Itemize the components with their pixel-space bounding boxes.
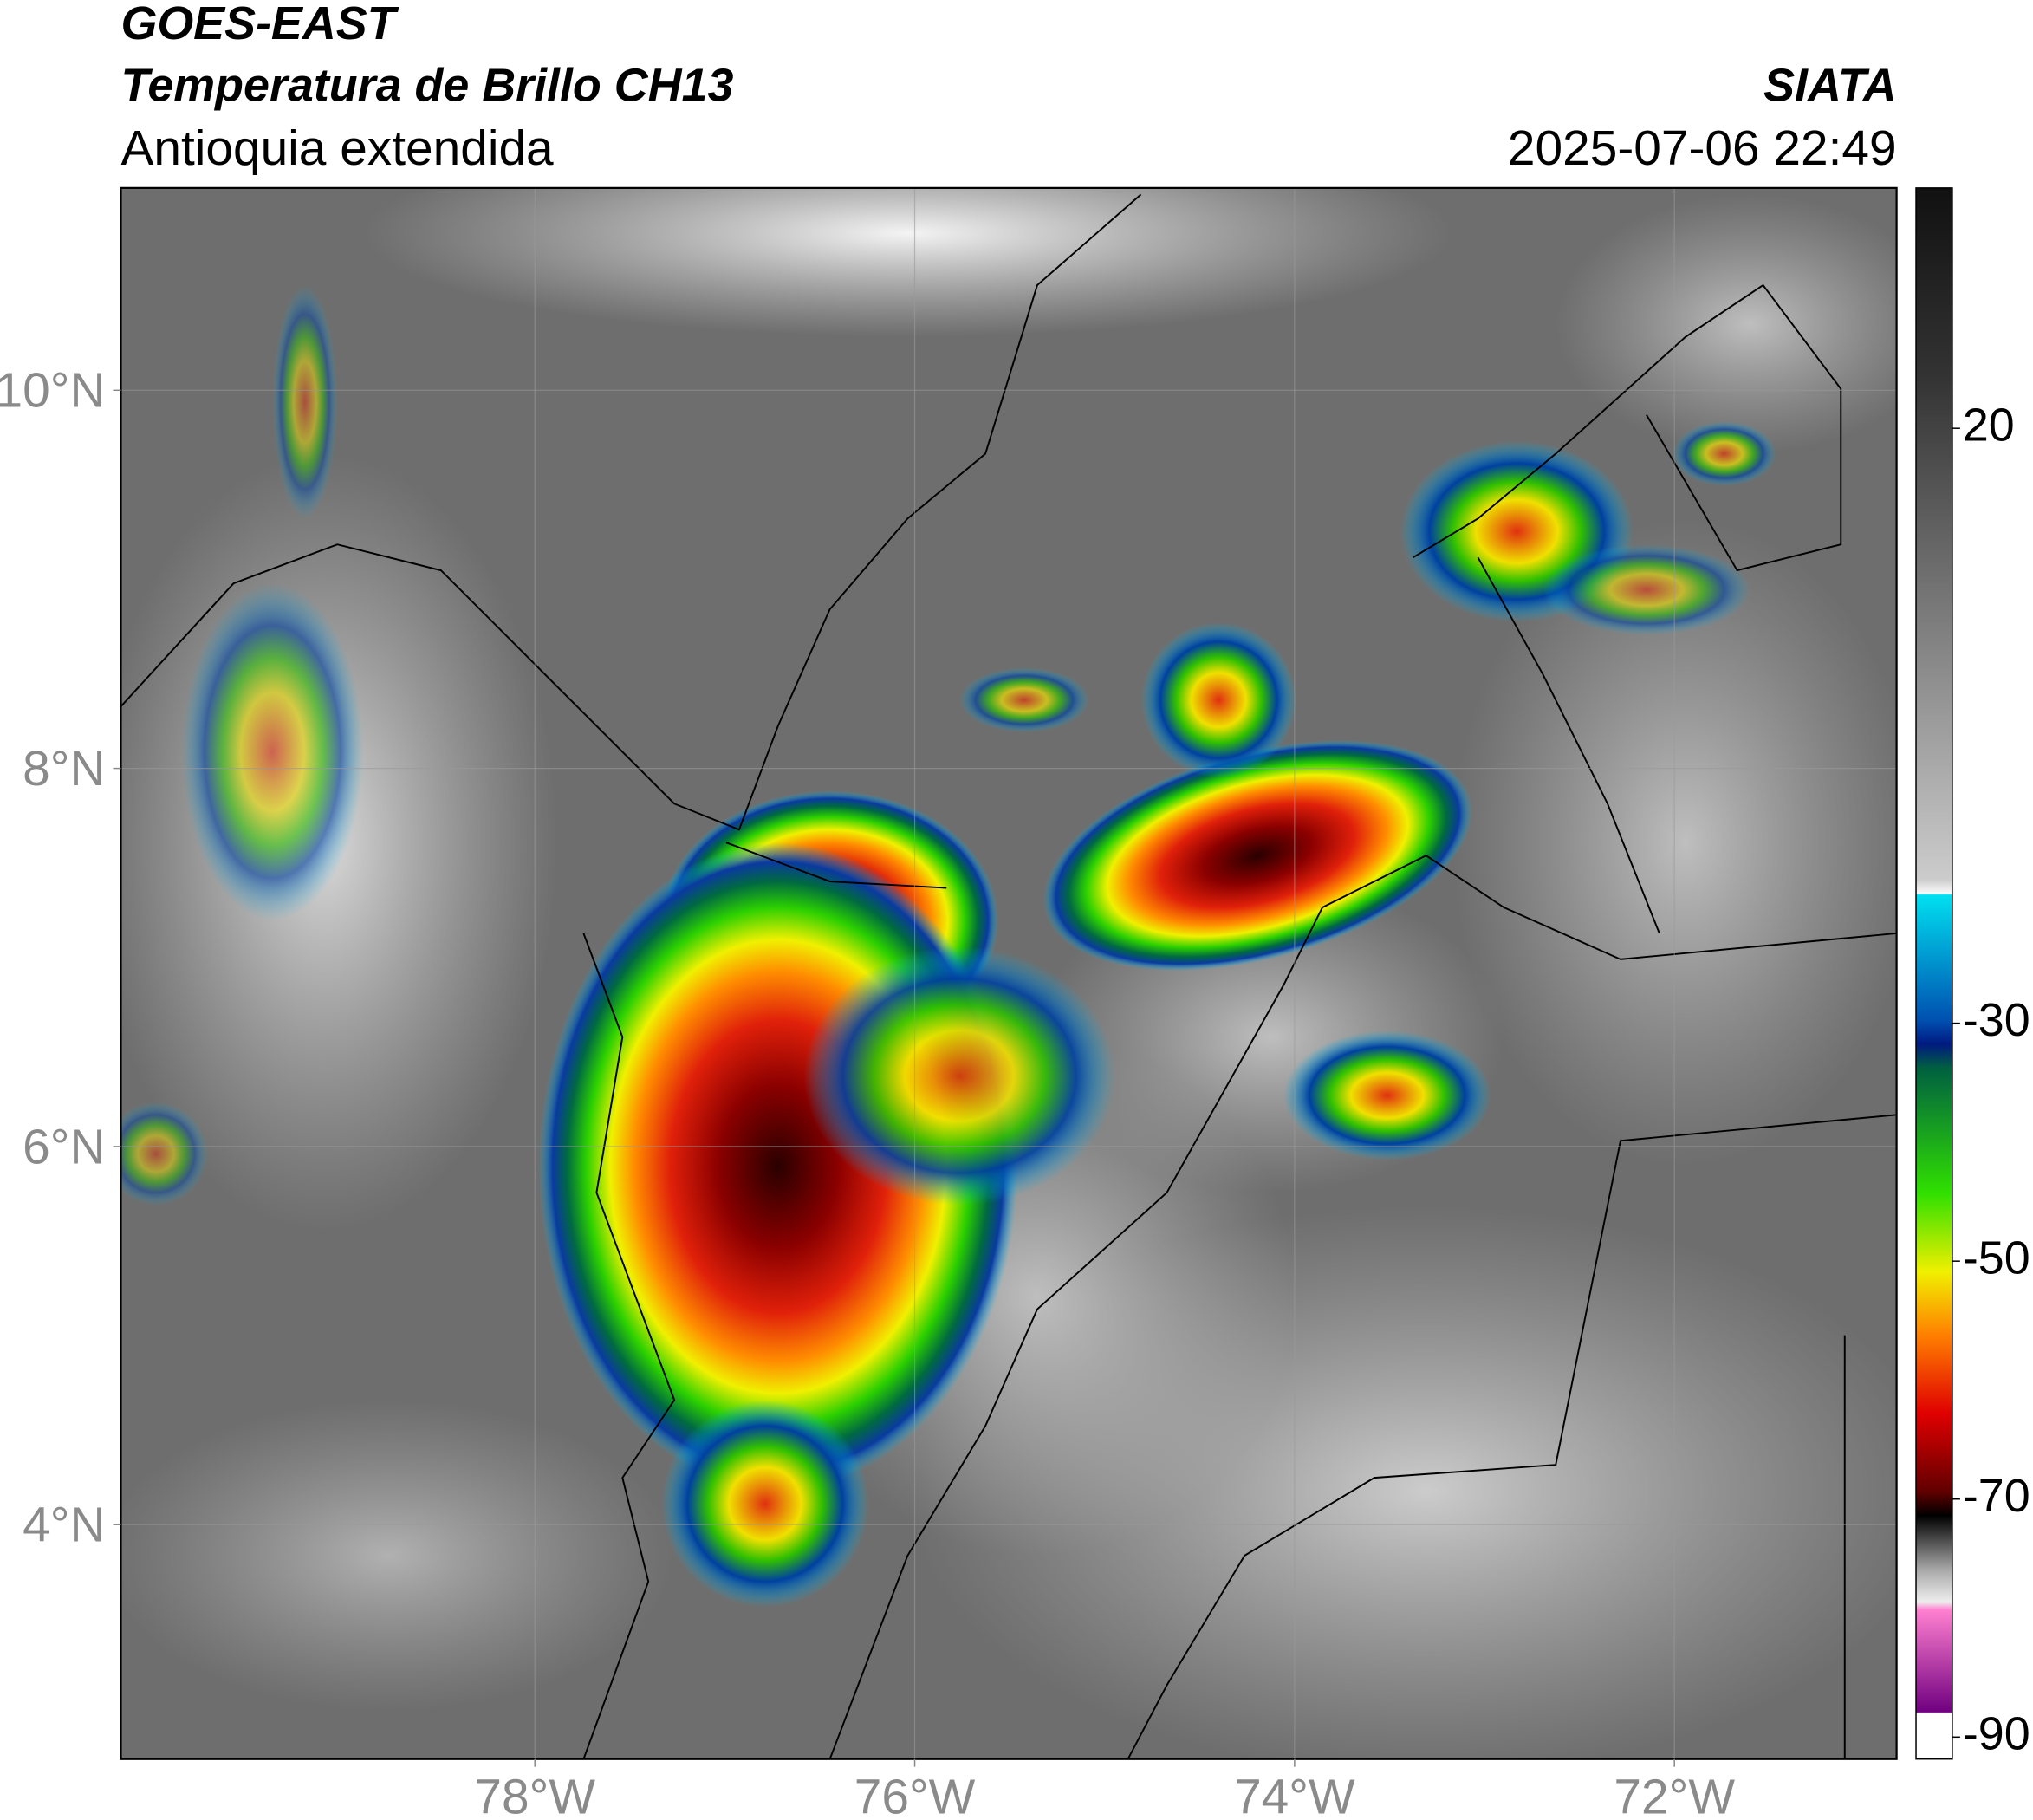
y-tick-label: 6°N xyxy=(23,1120,105,1174)
y-tick-label: 8°N xyxy=(23,742,105,796)
timestamp: 2025-07-06 22:49 xyxy=(1508,121,1897,176)
colorbar-tick-label: -50 xyxy=(1963,1232,2030,1284)
y-tick-label: 4°N xyxy=(23,1498,105,1553)
x-tick-label: 74°W xyxy=(1234,1771,1355,1820)
borders xyxy=(120,193,1897,1759)
x-tick-label: 72°W xyxy=(1614,1771,1735,1820)
colorbar-tick-label: 20 xyxy=(1963,399,2015,451)
title: GOES-EAST xyxy=(120,0,399,49)
subtitle: Temperatura de Brillo CH13 xyxy=(120,60,733,112)
y-tick-label: 10°N xyxy=(0,364,106,419)
map-image xyxy=(120,187,1897,1759)
x-tick-label: 78°W xyxy=(474,1771,595,1820)
region: Antioquia extendida xyxy=(120,121,554,176)
map-frame xyxy=(120,186,1898,1760)
source: SIATA xyxy=(1763,60,1897,112)
colorbar-tick-label: -30 xyxy=(1963,994,2030,1046)
colorbar xyxy=(1915,187,1953,1760)
labels: 78°W 76°W 74°W 72°W 10°N 8°N 6°N 4°N 20 -30 -50 -70… xyxy=(0,364,2030,1820)
colorbar-tick-label: -70 xyxy=(1963,1470,2030,1522)
colorbar-tick-label: -90 xyxy=(1963,1708,2030,1760)
x-tick-label: 76°W xyxy=(854,1771,976,1820)
graticule xyxy=(120,187,1897,1759)
convective-cells xyxy=(120,285,1776,1608)
